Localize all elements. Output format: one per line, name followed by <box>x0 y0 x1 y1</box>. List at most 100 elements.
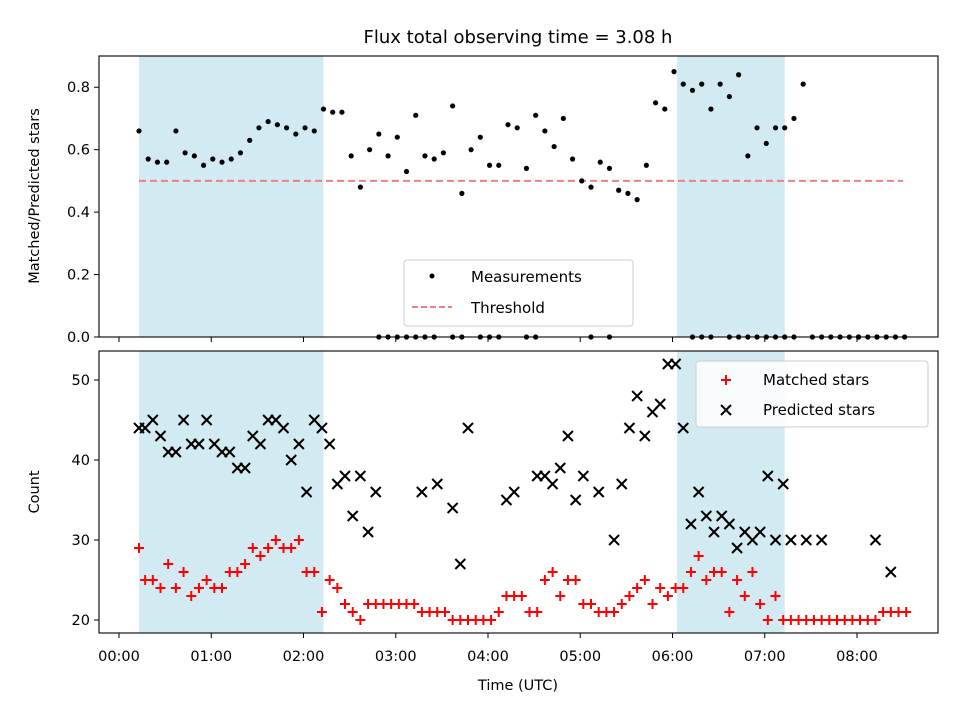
predicted-star-point <box>639 430 651 442</box>
measurement-point <box>754 125 760 131</box>
matched-star-point <box>547 567 558 577</box>
top-y-axis-label: Matched/Predicted stars <box>27 108 43 284</box>
matched-star-point <box>263 543 274 553</box>
measurement-point <box>708 106 714 112</box>
measurement-point <box>569 156 576 162</box>
matched-star-point <box>770 591 781 601</box>
predicted-star-point <box>677 422 689 434</box>
measurement-point <box>468 147 474 153</box>
matched-star-point <box>616 599 627 609</box>
legend-matched-marker <box>721 375 731 385</box>
top-y-tick-label: 0.8 <box>67 80 90 96</box>
predicted-star-point <box>731 542 743 554</box>
measurement-point <box>726 93 732 100</box>
bottom-x-tick-label: 00:00 <box>98 649 140 665</box>
matched-star-point <box>539 575 550 585</box>
measurement-point <box>496 162 502 168</box>
legend-predicted-marker <box>720 404 732 416</box>
predicted-star-point <box>762 470 774 482</box>
measurement-point <box>616 187 622 193</box>
measurement-point <box>403 168 410 175</box>
matched-star-point <box>255 551 266 561</box>
top-y-tick-label: 0.0 <box>67 330 90 346</box>
measurement-point <box>505 122 511 128</box>
top-y-tick-label: 0.4 <box>67 205 90 221</box>
predicted-star-point <box>285 454 297 466</box>
matched-star-point <box>762 615 773 625</box>
predicted-star-point <box>177 414 190 426</box>
matched-star-point <box>316 607 327 617</box>
bottom-x-tick-label: 07:00 <box>744 649 786 665</box>
predicted-star-point <box>554 462 566 474</box>
matched-star-point <box>570 575 581 585</box>
measurement-point <box>606 165 613 171</box>
bottom-y-axis-label: Count <box>27 470 43 513</box>
bottom-y-tick-label: 20 <box>72 613 90 629</box>
predicted-star-point <box>692 486 705 498</box>
measurement-point <box>477 134 483 140</box>
bottom-axes-frame <box>98 350 939 634</box>
matched-star-point <box>201 575 212 585</box>
predicted-star-point <box>462 422 474 434</box>
legend-matched-label: Matched stars <box>763 371 869 389</box>
predicted-star-point <box>323 438 336 450</box>
predicted-star-point <box>200 414 213 426</box>
matched-star-point <box>755 599 766 609</box>
measurement-point <box>200 162 207 168</box>
legend-measurements-marker <box>429 273 435 279</box>
top-y-tick-label: 0.6 <box>67 143 90 159</box>
predicted-star-point <box>346 510 359 522</box>
predicted-star-point <box>508 486 520 498</box>
predicted-star-point <box>685 518 697 530</box>
predicted-star-point <box>362 526 374 538</box>
matched-star-point <box>232 567 243 577</box>
measurement-point <box>348 153 354 159</box>
measurement-point <box>154 159 161 165</box>
predicted-star-point <box>800 534 812 546</box>
matched-star-point <box>147 575 158 585</box>
matched-star-point <box>662 591 673 601</box>
matched-star-point <box>555 591 566 601</box>
measurement-point <box>256 125 262 131</box>
measurement-point <box>736 72 742 78</box>
predicted-star-point <box>785 534 797 546</box>
matched-star-point <box>355 615 366 625</box>
bottom-y-tick-label: 40 <box>72 453 90 469</box>
measurement-point <box>542 128 548 134</box>
measurement-point <box>643 162 649 168</box>
measurement-point <box>671 69 677 75</box>
bottom-x-tick-label: 02:00 <box>283 649 325 665</box>
top-chart-title: Flux total observing time = 3.08 h <box>364 27 673 48</box>
top-panel: 0.00.20.40.60.8 Matched/Predicted stars … <box>27 55 939 346</box>
predicted-star-point <box>454 558 467 570</box>
measurement-point <box>523 165 530 171</box>
matched-star-point <box>678 583 689 593</box>
measurement-point <box>459 190 465 196</box>
measurement-point <box>191 153 197 159</box>
predicted-star-point <box>569 494 582 506</box>
predicted-star-point <box>316 422 328 434</box>
matched-star-point <box>732 575 743 585</box>
predicted-star-point <box>777 478 789 490</box>
top-legend: Measurements Threshold <box>403 259 634 327</box>
matched-star-point <box>286 543 297 553</box>
legend-predicted-label: Predicted stars <box>763 401 875 419</box>
matched-star-point <box>639 575 650 585</box>
matched-star-point <box>685 567 696 577</box>
predicted-star-point <box>592 486 605 498</box>
predicted-star-point <box>869 534 882 546</box>
matched-star-point <box>747 567 758 577</box>
predicted-star-point <box>293 438 305 450</box>
matched-star-point <box>486 615 497 625</box>
measurement-point <box>311 128 317 134</box>
bottom-x-tick-label: 04:00 <box>467 649 509 665</box>
measurement-point <box>625 190 631 196</box>
predicted-star-point <box>416 486 428 498</box>
matched-star-point <box>332 583 343 593</box>
predicted-star-point <box>708 526 720 538</box>
matched-star-point <box>516 591 527 601</box>
measurement-point <box>699 81 705 87</box>
matched-star-point <box>609 607 620 617</box>
measurement-point <box>745 153 751 159</box>
